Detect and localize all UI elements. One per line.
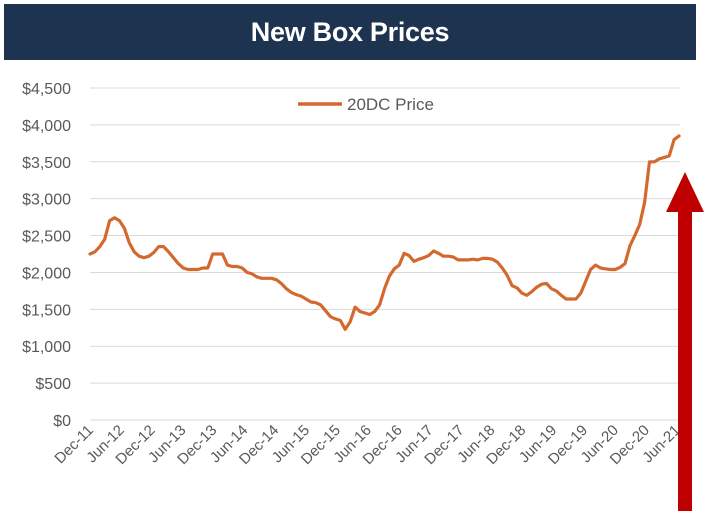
y-tick-label: $2,000 [22, 265, 71, 282]
series-layer [88, 134, 681, 331]
y-tick-label: $500 [35, 376, 71, 393]
y-tick-label: $4,500 [22, 81, 71, 98]
grid-lines [90, 87, 680, 421]
y-tick-label: $2,500 [22, 229, 71, 246]
legend: 20DC Price [298, 95, 434, 114]
up-arrow-icon [666, 172, 704, 511]
arrow-shaft [678, 208, 692, 511]
series-line-20dc-price [88, 134, 681, 331]
legend-label-20dc-price: 20DC Price [347, 95, 434, 114]
y-tick-label: $1,500 [22, 302, 71, 319]
y-tick-label: $4,000 [22, 118, 71, 135]
chart-title: New Box Prices [250, 16, 450, 47]
y-tick-label: $3,500 [22, 155, 71, 172]
chart-title-bar: New Box Prices [4, 4, 696, 60]
x-axis-ticks: Dec-11Jun-12Dec-12Jun-13Dec-13Jun-14Dec-… [51, 422, 683, 468]
y-tick-label: $1,000 [22, 339, 71, 356]
arrow-head [666, 172, 704, 212]
y-tick-label: $3,000 [22, 192, 71, 209]
y-tick-label: $0 [53, 413, 71, 430]
y-axis-ticks: $0 $500 $1,000 $1,500 $2,000 $2,500 $3,000 $3,5… [22, 81, 71, 430]
